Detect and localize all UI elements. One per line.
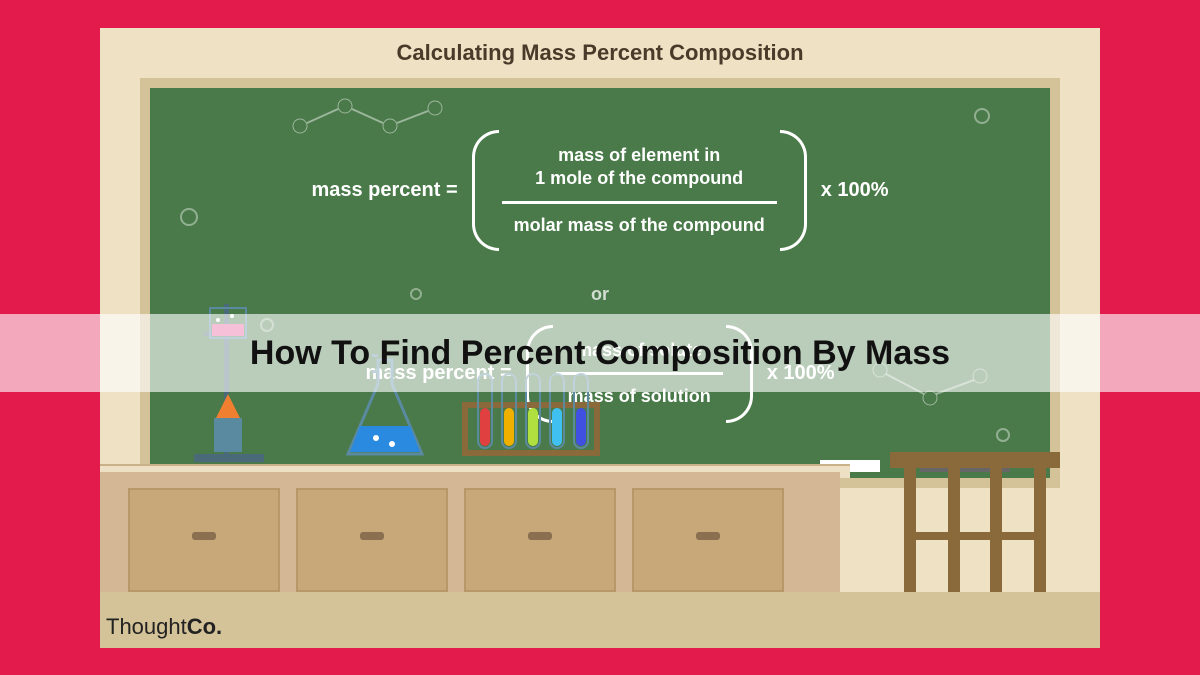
infographic-title: Calculating Mass Percent Composition xyxy=(100,28,1100,66)
overlay-title: How To Find Percent Composition By Mass xyxy=(250,334,950,373)
thoughtco-logo: ThoughtCo. xyxy=(106,614,222,640)
bubble-decoration-icon xyxy=(410,288,422,300)
cabinet xyxy=(128,488,280,592)
or-label: or xyxy=(591,284,609,305)
formula-1-numerator: mass of element in 1 mole of the compoun… xyxy=(523,138,755,197)
cabinet xyxy=(296,488,448,592)
cabinet xyxy=(632,488,784,592)
floor xyxy=(100,592,1100,648)
formula-1-denominator: molar mass of the compound xyxy=(502,208,777,243)
cabinet-knob xyxy=(528,532,552,540)
cabinet-knob xyxy=(360,532,384,540)
bubble-decoration-icon xyxy=(974,108,990,124)
cabinet xyxy=(464,488,616,592)
overlay-title-band: How To Find Percent Composition By Mass xyxy=(0,314,1200,392)
logo-part1: Thought xyxy=(106,614,187,639)
cabinet-knob xyxy=(192,532,216,540)
formula-1: mass percent = mass of element in 1 mole… xyxy=(150,138,1050,243)
formula-1-fraction: mass of element in 1 mole of the compoun… xyxy=(472,138,807,243)
cabinet-knob xyxy=(696,532,720,540)
bubble-decoration-icon xyxy=(996,428,1010,442)
formula-1-rhs: x 100% xyxy=(821,179,889,202)
fraction-bar xyxy=(502,201,777,204)
logo-part2: Co. xyxy=(187,614,222,639)
lab-stool-icon xyxy=(890,452,1060,592)
formula-1-lhs: mass percent = xyxy=(311,179,457,202)
